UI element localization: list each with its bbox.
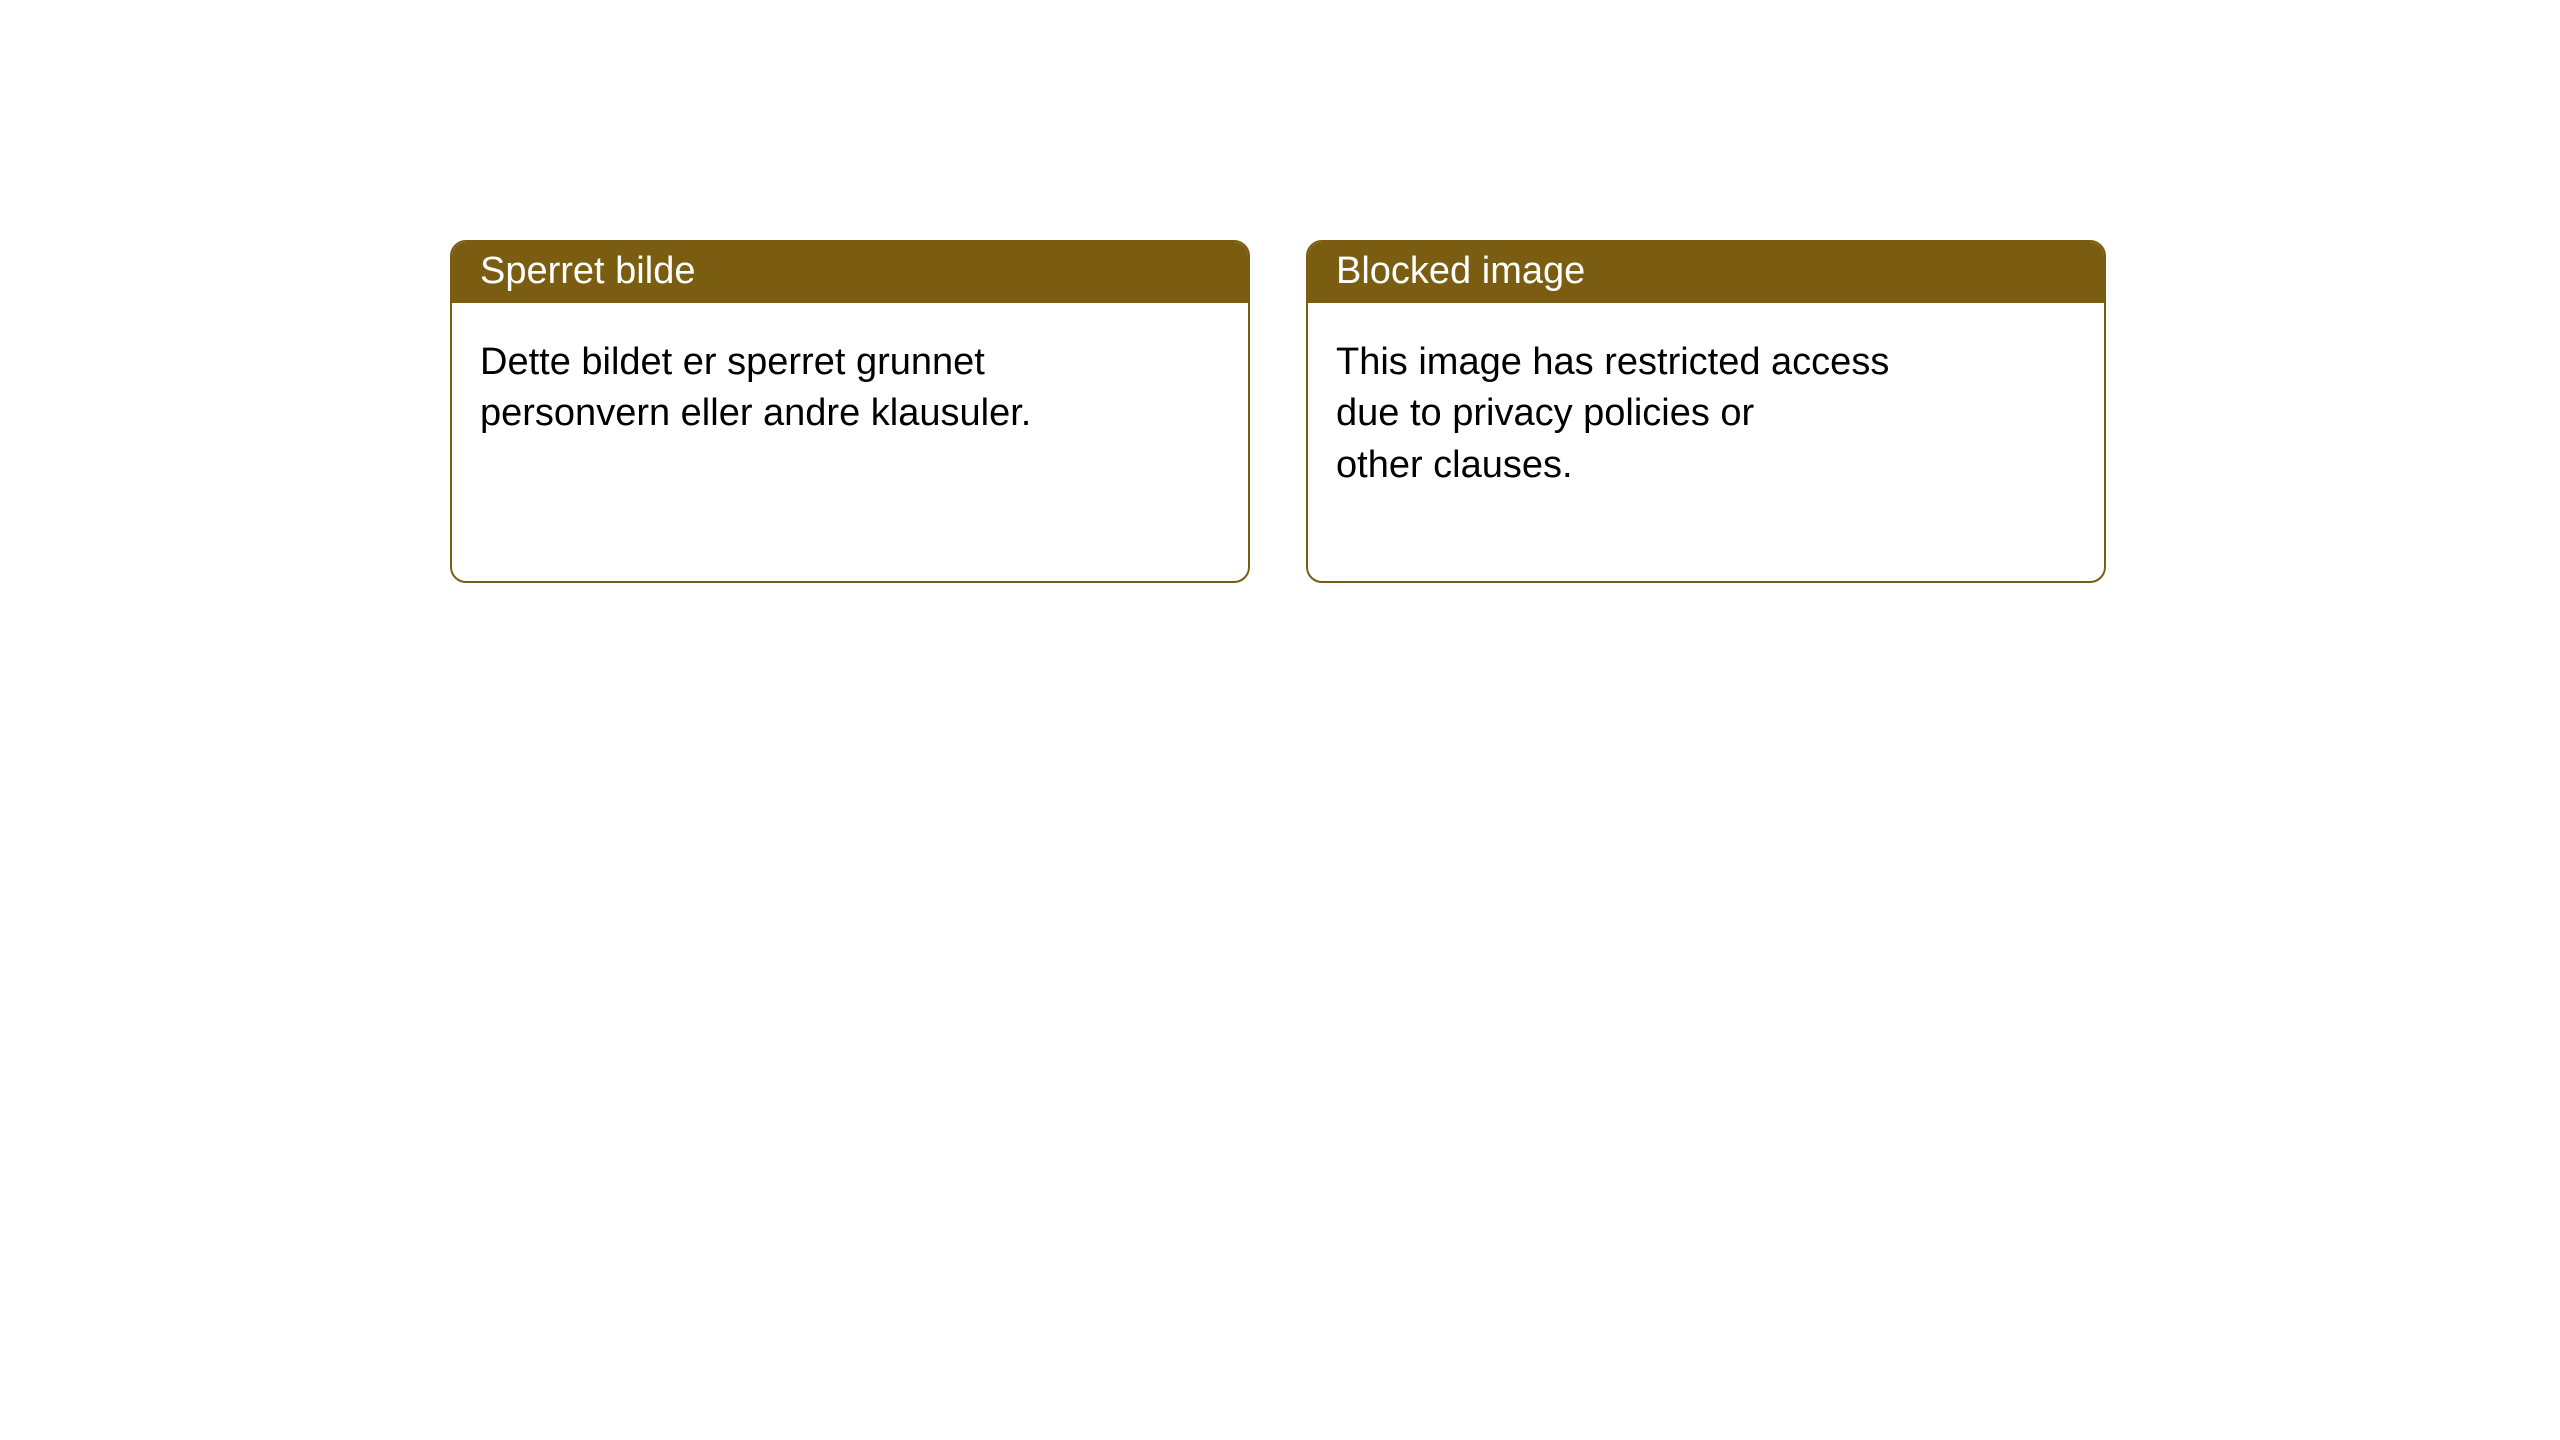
notice-title: Blocked image (1308, 242, 2104, 303)
notice-card-english: Blocked image This image has restricted … (1306, 240, 2106, 583)
notice-body: This image has restricted access due to … (1308, 303, 2104, 581)
notice-card-norwegian: Sperret bilde Dette bildet er sperret gr… (450, 240, 1250, 583)
notice-body: Dette bildet er sperret grunnet personve… (452, 303, 1248, 530)
notice-title: Sperret bilde (452, 242, 1248, 303)
notices-container: Sperret bilde Dette bildet er sperret gr… (0, 0, 2560, 583)
